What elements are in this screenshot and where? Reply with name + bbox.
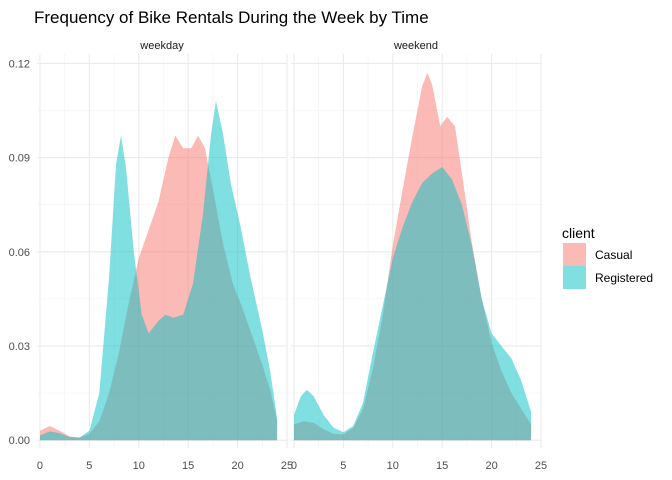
x-tick-label: 10 xyxy=(387,460,399,472)
x-tick-label: 0 xyxy=(37,460,43,472)
y-tick-label: 0.03 xyxy=(9,341,30,353)
y-tick-label: 0.00 xyxy=(9,435,30,447)
legend-label: Casual xyxy=(595,248,632,262)
density-area-registered-weekday xyxy=(40,101,278,441)
legend-swatch xyxy=(563,266,586,289)
x-tick-label: 25 xyxy=(535,460,547,472)
x-tick-label: 5 xyxy=(86,460,92,472)
y-tick-label: 0.06 xyxy=(9,247,30,259)
x-tick-label: 0 xyxy=(291,460,297,472)
legend-label: Registered xyxy=(595,271,653,285)
facet-strip-label: weekday xyxy=(139,40,184,52)
legend-item-casual: Casual xyxy=(563,243,632,266)
y-tick-label: 0.12 xyxy=(9,58,30,70)
legend-title: client xyxy=(562,225,595,241)
legend-item-registered: Registered xyxy=(563,266,653,289)
x-tick-label: 15 xyxy=(436,460,448,472)
x-tick-label: 5 xyxy=(340,460,346,472)
chart-title: Frequency of Bike Rentals During the Wee… xyxy=(34,8,429,27)
x-tick-label: 15 xyxy=(182,460,194,472)
facet-strip-label: weekend xyxy=(393,40,438,52)
x-tick-label: 20 xyxy=(485,460,497,472)
x-tick-label: 25 xyxy=(281,460,293,472)
legend-swatch xyxy=(563,243,586,266)
density-area-registered-weekend xyxy=(294,167,532,441)
x-tick-label: 10 xyxy=(133,460,145,472)
x-tick-label: 20 xyxy=(231,460,243,472)
y-tick-label: 0.09 xyxy=(9,153,30,165)
facet-panel-weekday: weekday 0 5 10 15 20 25 xyxy=(37,40,293,472)
facet-panel-weekend: weekend 0 5 10 15 20 25 xyxy=(291,40,547,472)
